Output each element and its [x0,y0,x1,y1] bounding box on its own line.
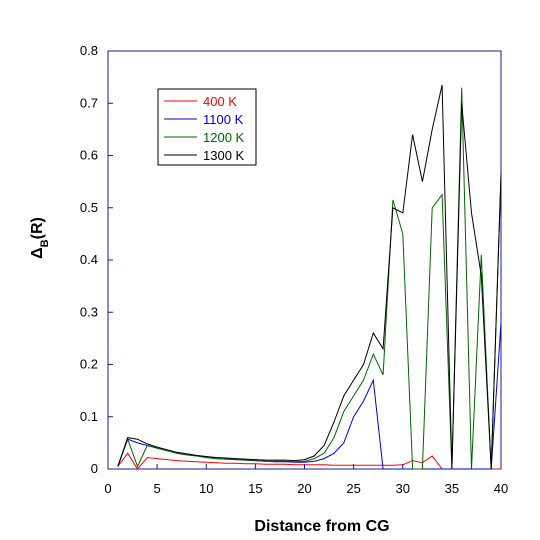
x-axis: 0 5 10 15 20 25 30 35 40 [104,464,508,496]
y-tick-label: 0.7 [80,95,98,110]
y-axis: 0 0.1 0.2 0.3 0.4 0.5 0.6 0.7 0.8 [80,43,113,476]
svg-text:ΔB(R): ΔB(R) [29,217,51,259]
x-tick-label: 40 [494,481,508,496]
y-tick-label: 0 [91,461,98,476]
y-tick-label: 0.6 [80,148,98,163]
x-tick-label: 10 [199,481,213,496]
legend-label: 400 K [203,94,237,109]
y-tick-label: 0.4 [80,252,98,267]
series-line-1100-k [117,322,502,470]
legend-items: 400 K 1100 K 1200 K 1300 K [164,94,245,163]
legend: 400 K 1100 K 1200 K 1300 K [157,88,257,166]
series-layer [117,84,502,470]
x-tick-label: 5 [154,481,161,496]
legend-box [157,88,257,166]
y-tick-label: 0.3 [80,304,98,319]
legend-label: 1200 K [203,130,245,145]
y-tick-label: 0.5 [80,200,98,215]
y-tick-label: 0.8 [80,43,98,58]
x-tick-label: 15 [248,481,262,496]
x-axis-title: Distance from CG [254,518,389,535]
series-line-1300-k [117,84,502,470]
y-axis-title: ΔB(R) [29,217,51,259]
x-tick-label: 20 [297,481,311,496]
x-tick-label: 25 [346,481,360,496]
x-tick-label: 30 [396,481,410,496]
x-tick-label: 0 [104,481,111,496]
legend-label: 1300 K [203,148,245,163]
y-tick-label: 0.2 [80,357,98,372]
legend-label: 1100 K [203,112,244,127]
series-line-400-k [117,452,501,470]
y-axis-title-main: Δ [29,247,46,259]
x-tick-label: 35 [445,481,459,496]
series-line-1200-k [117,87,502,470]
y-axis-title-sub: B [39,239,51,247]
y-axis-title-tail: (R) [29,217,46,239]
y-tick-label: 0.1 [80,409,98,424]
